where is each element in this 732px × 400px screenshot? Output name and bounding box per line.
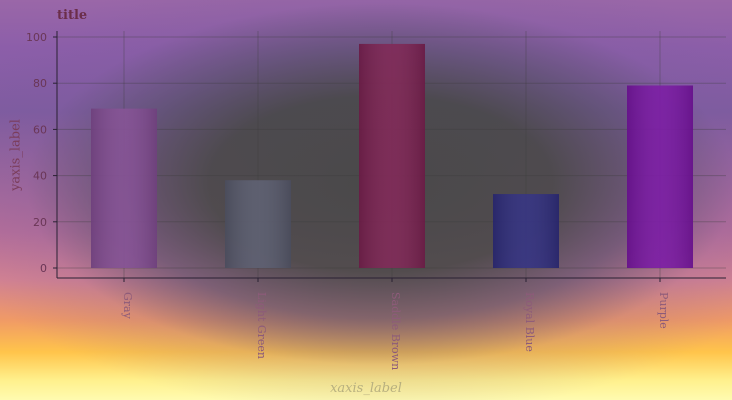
bar-shade [225, 180, 291, 268]
y-tick-label: 40 [33, 170, 47, 183]
bar-shade [359, 43, 425, 269]
bar-shade [493, 194, 559, 268]
y-tick-label: 20 [33, 216, 47, 229]
x-tick-label: Royal Blue [523, 292, 536, 352]
bar-layer [91, 43, 693, 269]
tick-layer: 0 20 40 60 80 100 Gray Light Green Saddle Brown R… [26, 31, 670, 370]
y-tick-label: 100 [26, 31, 47, 44]
x-tick-label: Purple [657, 292, 670, 329]
bar-shade [91, 108, 157, 268]
y-tick-label: 60 [33, 123, 47, 136]
x-axis-label: xaxis_label [330, 381, 402, 396]
chart-title: title [57, 8, 88, 23]
x-tick-label: Gray [121, 292, 134, 320]
bar-shade [627, 85, 693, 268]
x-tick-label: Saddle Brown [389, 292, 402, 370]
x-tick-label: Light Green [255, 292, 268, 359]
y-tick-label: 0 [40, 262, 47, 275]
y-tick-label: 80 [33, 77, 47, 90]
